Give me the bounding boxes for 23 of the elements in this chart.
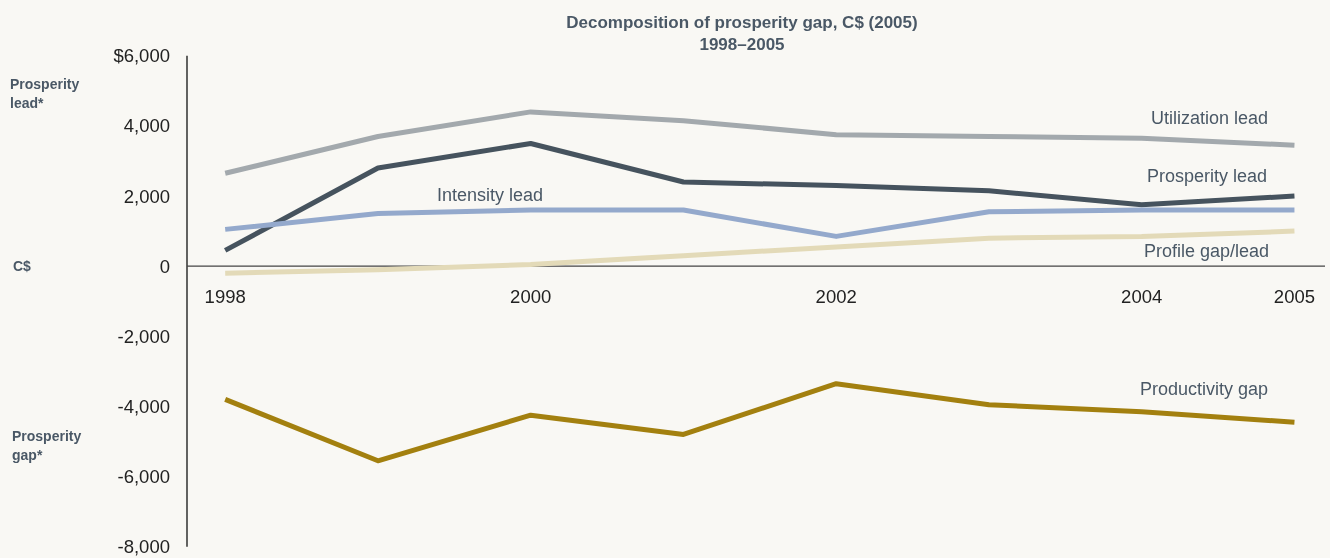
series-label: Intensity lead: [436, 185, 543, 206]
y-tick-label: 2,000: [123, 185, 170, 207]
text: Prosperity lead*: [10, 75, 80, 111]
x-tick-label: 2005: [1273, 285, 1316, 307]
text: C$: [13, 257, 32, 274]
chart-subtitle: 1998–2005: [699, 35, 785, 54]
y-tick-label: -6,000: [117, 466, 170, 488]
x-tick-label: 2004: [1121, 285, 1163, 307]
y-tick-label: -2,000: [117, 325, 170, 347]
x-tick-label: 1998: [204, 285, 246, 307]
x-tick-label: 2002: [815, 285, 857, 307]
text: Prosperity gap*: [12, 427, 82, 463]
y-tick-label: -8,000: [117, 536, 170, 558]
series-label: Profile gap/lead: [1143, 241, 1269, 262]
chart-title: Decomposition of prosperity gap, C$ (2005): [566, 13, 918, 32]
series-label: Prosperity lead: [1146, 166, 1267, 187]
series-label: Utilization lead: [1150, 108, 1268, 129]
y-tick-label: 4,000: [123, 115, 170, 137]
series-label: Productivity gap: [1139, 379, 1268, 400]
y-tick-label: -4,000: [117, 395, 170, 417]
y-tick-label: $6,000: [113, 45, 170, 67]
x-tick-label: 2000: [510, 285, 552, 307]
y-tick-label: 0: [159, 255, 170, 277]
